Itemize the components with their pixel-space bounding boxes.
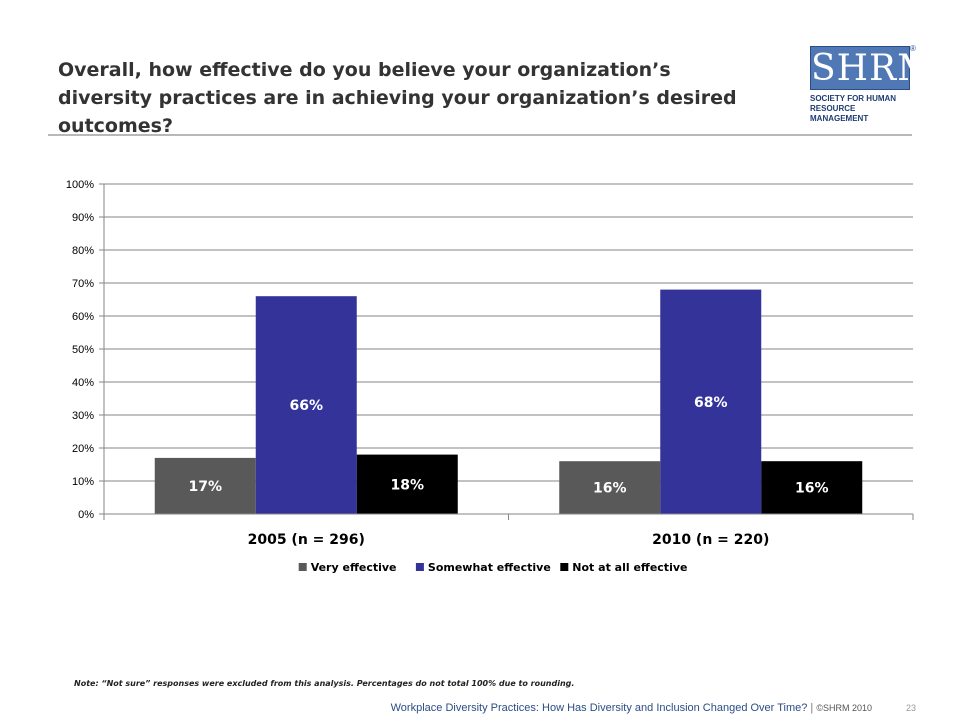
footer-separator: |: [810, 702, 814, 714]
bar-value-label: 16%: [795, 481, 829, 497]
footer-copyright: ©SHRM 2010: [816, 703, 872, 713]
bar-data-labels: 17% 66% 18% 16% 68% 16%: [188, 395, 828, 497]
bar-value-label: 18%: [390, 477, 424, 493]
bar-value-label: 17%: [188, 479, 222, 495]
slide-footer: Workplace Diversity Practices: How Has D…: [0, 700, 960, 720]
y-tick-label: 20%: [72, 443, 94, 455]
legend-label: Not at all effective: [572, 561, 687, 574]
bar: [356, 454, 458, 514]
slide-title: Overall, how effective do you believe yo…: [58, 59, 737, 137]
bar: [255, 296, 357, 514]
bar-value-label: 66%: [289, 398, 323, 414]
logo-tagline-line1: Society for Human: [810, 94, 897, 103]
bar: [761, 461, 863, 514]
legend-swatch: [560, 563, 569, 571]
y-tick-label: 10%: [72, 476, 94, 488]
chart-gridlines: [99, 183, 913, 515]
bar-value-label: 16%: [593, 481, 627, 497]
chart-axes: [103, 184, 914, 520]
bar: [154, 457, 256, 514]
bar-value-label: 68%: [694, 395, 728, 411]
x-category-label: 2010 (n = 220): [652, 532, 769, 548]
y-tick-label: 50%: [72, 344, 94, 356]
title-divider: [48, 134, 912, 136]
logo-registered-mark: ®: [910, 44, 916, 53]
legend-label: Somewhat effective: [428, 561, 551, 574]
y-axis-ticks: 0% 10% 20% 30% 40% 50% 60% 70% 80% 90% 100%: [66, 179, 94, 521]
page-number: 23: [906, 703, 917, 713]
y-tick-label: 100%: [66, 179, 94, 191]
y-tick-label: 0%: [78, 509, 94, 521]
legend-swatch: [298, 563, 307, 571]
bar-chart: 0% 10% 20% 30% 40% 50% 60% 70% 80% 90% 100% 17% 66%…: [66, 179, 914, 574]
bar: [660, 289, 762, 514]
x-axis-categories: 2005 (n = 296) 2010 (n = 220): [248, 532, 770, 548]
logo-tagline: Society for Human Resource Management: [810, 94, 914, 124]
shrm-logo: SHRM ® Society for Human Resource Manage…: [810, 44, 934, 123]
y-tick-label: 30%: [72, 410, 94, 422]
y-tick-label: 40%: [72, 377, 94, 389]
footer-title: Workplace Diversity Practices: How Has D…: [390, 702, 808, 714]
chart-bars: [154, 289, 863, 514]
y-tick-label: 70%: [72, 278, 94, 290]
logo-tagline-line2: Resource Management: [810, 104, 869, 123]
y-tick-label: 90%: [72, 212, 94, 224]
x-category-label: 2005 (n = 296): [248, 532, 365, 548]
legend-label: Very effective: [311, 561, 397, 574]
footnote: Note: “Not sure” responses were excluded…: [74, 679, 575, 688]
y-tick-label: 60%: [72, 311, 94, 323]
y-tick-label: 80%: [72, 245, 94, 257]
legend-swatch: [415, 563, 424, 571]
bar: [559, 461, 661, 514]
chart-legend: Very effective Somewhat effective Not at a…: [298, 561, 687, 574]
footer-caption: Workplace Diversity Practices: How Has D…: [391, 702, 872, 714]
